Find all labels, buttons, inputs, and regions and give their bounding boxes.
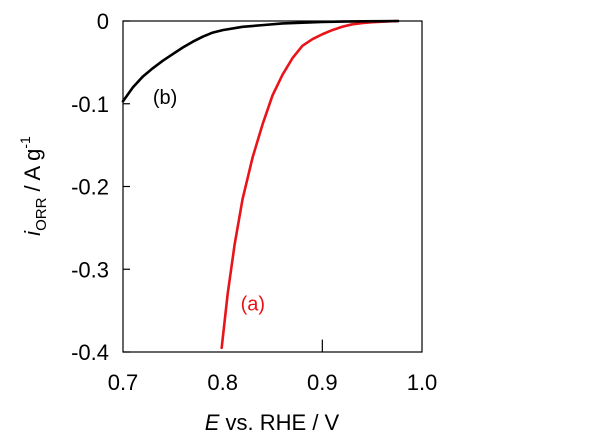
- y-axis-title-subscript: ORR: [33, 197, 50, 231]
- x-axis-title-italic: E: [205, 410, 220, 435]
- y-axis-title: iORR / A g-1: [17, 136, 50, 236]
- series-layer: [121, 19, 400, 350]
- series-label-b: (b): [153, 87, 177, 109]
- plot-frame: [122, 20, 423, 353]
- series-line-b: [121, 19, 400, 103]
- x-tick-label: 0.9: [307, 370, 338, 395]
- x-axis-title-rest: vs. RHE / V: [219, 410, 339, 435]
- y-axis-title-superscript: -1: [17, 136, 33, 149]
- y-tick-label: -0.3: [71, 257, 109, 282]
- tick-labels: 0.7 0.8 0.9 1.0 0 -0.1 -0.2 -0.3 -0.4: [71, 9, 437, 395]
- y-tick-label: 0: [97, 9, 109, 34]
- x-tick-label: 0.8: [207, 370, 238, 395]
- axis-ticks: [123, 20, 323, 353]
- y-axis-title-italic: i: [20, 230, 45, 236]
- y-tick-label: -0.4: [71, 340, 109, 365]
- y-axis-title-unit: / A g: [20, 149, 45, 198]
- annotation-layer: (a) (b): [153, 87, 265, 316]
- x-axis-title: E vs. RHE / V: [205, 410, 340, 435]
- x-tick-label: 1.0: [407, 370, 438, 395]
- x-tick-label: 0.7: [108, 370, 139, 395]
- series-label-a: (a): [241, 294, 265, 316]
- y-tick-label: -0.2: [71, 175, 109, 200]
- y-tick-label: -0.1: [71, 92, 109, 117]
